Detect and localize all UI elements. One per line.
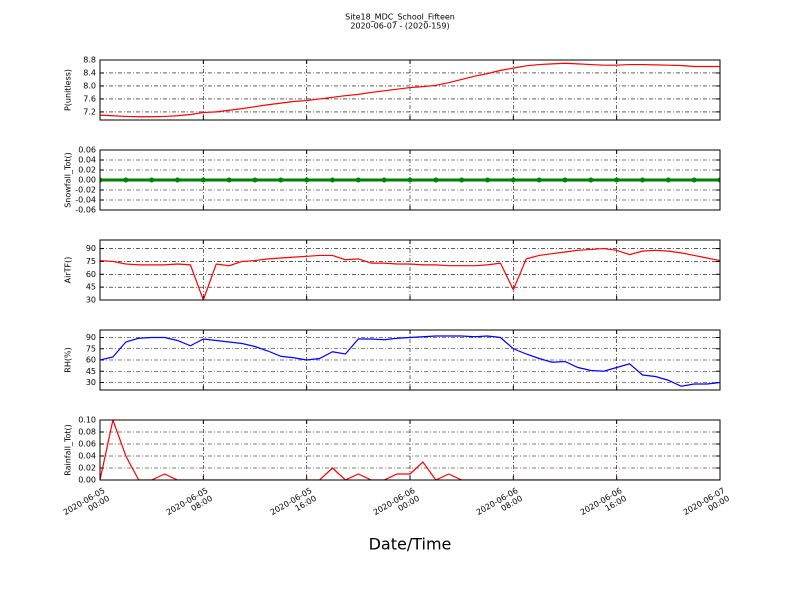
y-tick-label: 90	[86, 244, 96, 253]
data-point	[149, 177, 155, 183]
y-tick-label: 30	[86, 378, 96, 387]
y-axis-label: Rainfall_Tot()	[64, 424, 73, 476]
y-tick-label: 0.00	[78, 176, 96, 185]
y-tick-label: 0.02	[78, 464, 96, 473]
data-point	[407, 177, 413, 183]
data-point	[536, 177, 542, 183]
data-point	[226, 177, 232, 183]
y-tick-label: -0.02	[75, 186, 96, 195]
y-tick-label: 45	[86, 283, 96, 292]
y-tick-label: 8.0	[83, 81, 96, 90]
y-tick-label: -0.06	[75, 206, 96, 215]
data-line	[100, 247, 720, 300]
data-point	[200, 177, 206, 183]
chart-title: Site18_MDC_School_Fifteen	[345, 13, 455, 22]
y-tick-label: 0.04	[78, 452, 96, 461]
y-tick-label: 0.06	[78, 146, 96, 155]
data-point	[665, 177, 671, 183]
data-point	[485, 177, 490, 183]
data-point	[381, 177, 387, 183]
data-point	[459, 177, 465, 183]
data-point	[640, 177, 645, 183]
data-point	[510, 177, 516, 183]
y-axis-label: P(unitless)	[64, 69, 73, 111]
data-point	[252, 177, 258, 183]
data-point	[562, 177, 568, 183]
y-tick-label: 0.06	[78, 440, 96, 449]
y-tick-label: -0.04	[75, 196, 96, 205]
data-point	[100, 177, 103, 183]
x-axis-label: Date/Time	[369, 535, 452, 554]
y-tick-label: 60	[86, 270, 96, 279]
plot-frame	[99, 149, 721, 211]
data-point	[175, 177, 180, 183]
data-point	[717, 177, 720, 183]
y-tick-label: 0.04	[78, 156, 96, 165]
data-point	[278, 177, 284, 183]
y-tick-label: 30	[86, 296, 96, 305]
data-point	[691, 177, 697, 183]
data-point	[355, 177, 361, 183]
y-tick-label: 8.8	[83, 56, 96, 65]
y-axis-label: AirTF()	[64, 257, 73, 284]
data-line	[100, 335, 720, 387]
y-tick-label: 7.6	[83, 94, 96, 103]
y-tick-label: 45	[86, 367, 96, 376]
data-point	[330, 177, 335, 183]
y-tick-label: 0.00	[78, 476, 96, 485]
plot-frame	[99, 59, 721, 121]
plot-frame	[99, 239, 721, 301]
data-point	[123, 177, 129, 183]
y-tick-label: 60	[86, 356, 96, 365]
data-point	[433, 177, 439, 183]
data-point	[304, 177, 310, 183]
y-tick-label: 90	[86, 333, 96, 342]
data-point	[614, 177, 620, 183]
y-axis-label: RH(%)	[64, 347, 73, 372]
y-tick-label: 0.02	[78, 166, 96, 175]
y-tick-label: 0.10	[78, 416, 96, 425]
chart-subtitle: 2020-06-07 - (2020-159)	[350, 22, 449, 31]
data-line	[100, 62, 720, 118]
data-line	[100, 420, 720, 480]
data-point	[588, 177, 594, 183]
plot-frame	[99, 419, 721, 481]
plot-frame	[99, 329, 721, 391]
y-tick-label: 75	[86, 257, 96, 266]
y-tick-label: 8.4	[83, 68, 96, 77]
y-axis-label: Snowfall_Tot()	[64, 152, 73, 208]
y-tick-label: 75	[86, 344, 96, 353]
y-tick-label: 7.2	[83, 107, 96, 116]
y-tick-label: 0.08	[78, 428, 96, 437]
